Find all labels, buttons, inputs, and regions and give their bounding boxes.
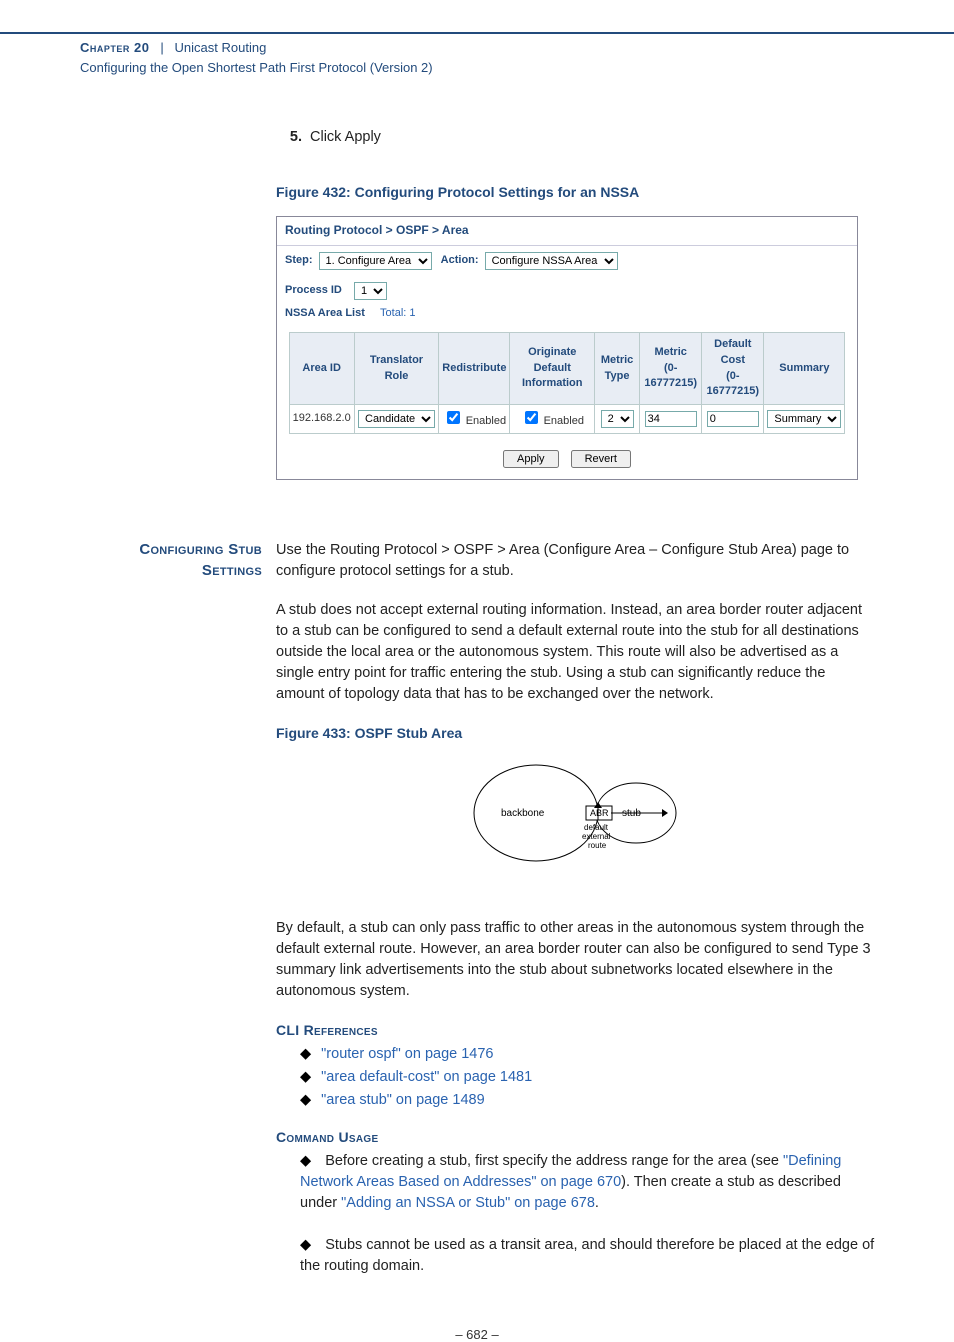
stub-paragraph-1: Use the Routing Protocol > OSPF > Area (… [276,540,876,582]
col-metric-type: Metric Type [595,332,640,405]
col-summary: Summary [764,332,845,405]
col-metric: Metric (0-16777215) [640,332,702,405]
revert-button[interactable]: Revert [571,450,631,468]
action-select[interactable]: Configure NSSA Area [485,252,618,270]
cell-translator: Candidate [354,405,439,434]
translator-select[interactable]: Candidate [358,410,435,428]
header-subject: Unicast Routing [175,40,267,55]
list-item: "router ospf" on page 1476 [300,1044,876,1065]
usage-link-adding-nssa[interactable]: "Adding an NSSA or Stub" on page 678 [341,1195,595,1211]
step-number: 5. [276,127,310,148]
button-row: Apply Revert [277,442,857,479]
redistribute-checkbox[interactable] [447,411,460,424]
figure-432-caption: Figure 432: Configuring Protocol Setting… [276,182,876,202]
form-row-pid: Process ID 1 [277,276,857,306]
nssa-list-total: Total: 1 [380,306,415,322]
side-heading-stub: Configuring Stub Settings [86,540,262,581]
col-area-id: Area ID [289,332,354,405]
cli-references-heading: CLI References [276,1020,876,1040]
cli-link-area-default-cost[interactable]: "area default-cost" on page 1481 [321,1069,532,1085]
cell-metric [640,405,702,434]
originate-checkbox[interactable] [525,411,538,424]
header-separator: | [160,40,163,55]
figure-433-diagram: backbone ABR stub default external route [276,758,876,888]
metric-input[interactable] [645,411,697,427]
cli-references-list: "router ospf" on page 1476 "area default… [276,1044,876,1111]
nssa-table: Area ID Translator Role Redistribute Ori… [289,332,846,435]
form-row-step: Step: 1. Configure Area Action: Configur… [277,246,857,276]
stub-paragraph-3: By default, a stub can only pass traffic… [276,918,876,1002]
originate-label: Enabled [544,415,584,427]
default-cost-input[interactable] [707,411,759,427]
form-row-list: NSSA Area List Total: 1 [277,306,857,328]
cell-area-id: 192.168.2.0 [289,405,354,434]
cell-default-cost [702,405,764,434]
header-subtitle: Configuring the Open Shortest Path First… [80,60,433,75]
figure-433-caption: Figure 433: OSPF Stub Area [276,723,876,743]
step-text: Click Apply [310,127,381,148]
chapter-label: Chapter 20 [80,40,149,55]
step-select[interactable]: 1. Configure Area [319,252,432,270]
header-rule [0,32,954,34]
step-row: 5. Click Apply [276,127,876,148]
command-usage-list: Before creating a stub, first specify th… [276,1151,876,1276]
usage-text-1c: . [595,1195,599,1211]
process-id-label: Process ID [285,283,342,299]
stub-paragraph-2: A stub does not accept external routing … [276,600,876,705]
page-footer: – 682 – [0,1327,954,1342]
col-redistribute: Redistribute [439,332,510,405]
cell-metric-type: 2 [595,405,640,434]
redistribute-label: Enabled [466,415,506,427]
cell-originate: Enabled [510,405,595,434]
action-label: Action: [441,253,479,269]
usage-text-1a: Before creating a stub, first specify th… [325,1153,783,1169]
step-label: Step: [285,253,313,269]
command-usage-heading: Command Usage [276,1127,876,1147]
cell-summary: Summary [764,405,845,434]
diagram-route-label-1: default [584,823,609,832]
table-row: 192.168.2.0 Candidate Enabled Enabled 2 … [289,405,845,434]
cell-redistribute: Enabled [439,405,510,434]
page-header: Chapter 20 | Unicast Routing Configuring… [80,38,954,77]
stub-diagram-svg: backbone ABR stub default external route [446,758,706,888]
col-originate: Originate Default Information [510,332,595,405]
process-id-select[interactable]: 1 [354,282,387,300]
breadcrumb: Routing Protocol > OSPF > Area [277,217,857,245]
apply-button[interactable]: Apply [503,450,559,468]
cli-link-router-ospf[interactable]: "router ospf" on page 1476 [321,1046,493,1062]
diagram-route-label-2: external [582,832,611,841]
figure-432-image: Routing Protocol > OSPF > Area Step: 1. … [276,216,858,480]
usage-text-2: Stubs cannot be used as a transit area, … [300,1237,874,1274]
diagram-route-label-3: route [588,841,607,850]
nssa-list-label: NSSA Area List [285,306,365,322]
col-translator-role: Translator Role [354,332,439,405]
list-item: Stubs cannot be used as a transit area, … [300,1235,876,1277]
list-item: Before creating a stub, first specify th… [300,1151,876,1214]
cli-link-area-stub[interactable]: "area stub" on page 1489 [321,1092,484,1108]
metric-type-select[interactable]: 2 [601,410,634,428]
list-item: "area default-cost" on page 1481 [300,1067,876,1088]
col-default-cost: Default Cost (0-16777215) [702,332,764,405]
diagram-abr-label: ABR [590,808,609,818]
summary-select[interactable]: Summary [767,410,841,428]
diagram-backbone-label: backbone [501,808,545,819]
list-item: "area stub" on page 1489 [300,1090,876,1111]
